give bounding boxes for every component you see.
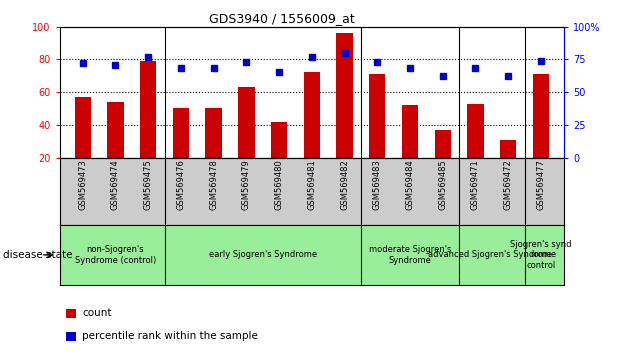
Bar <box>533 74 549 190</box>
Bar <box>74 97 91 190</box>
Text: GSM569477: GSM569477 <box>536 160 546 210</box>
Text: GSM569483: GSM569483 <box>373 160 382 210</box>
Bar <box>402 105 418 190</box>
Bar <box>140 61 156 190</box>
Text: disease state: disease state <box>3 250 72 260</box>
Text: GSM569471: GSM569471 <box>471 160 480 210</box>
Text: GSM569485: GSM569485 <box>438 160 447 210</box>
Bar <box>336 33 353 190</box>
Text: GSM569480: GSM569480 <box>275 160 284 210</box>
Bar <box>173 108 189 190</box>
Text: non-Sjogren's
Syndrome (control): non-Sjogren's Syndrome (control) <box>75 245 156 264</box>
Title: GDS3940 / 1556009_at: GDS3940 / 1556009_at <box>209 12 355 25</box>
Text: GSM569484: GSM569484 <box>406 160 415 210</box>
Text: count: count <box>82 308 112 318</box>
Text: GSM569473: GSM569473 <box>78 160 88 210</box>
Text: percentile rank within the sample: percentile rank within the sample <box>82 331 258 341</box>
Bar <box>238 87 255 190</box>
Bar <box>369 74 386 190</box>
Text: GSM569472: GSM569472 <box>504 160 513 210</box>
Bar <box>271 121 287 190</box>
Text: moderate Sjogren's
Syndrome: moderate Sjogren's Syndrome <box>369 245 451 264</box>
Text: GSM569476: GSM569476 <box>176 160 185 210</box>
Text: GSM569478: GSM569478 <box>209 160 218 210</box>
Bar <box>107 102 123 190</box>
Bar <box>304 73 320 190</box>
Text: GSM569475: GSM569475 <box>144 160 152 210</box>
Text: GSM569482: GSM569482 <box>340 160 349 210</box>
Text: GSM569474: GSM569474 <box>111 160 120 210</box>
Bar <box>205 108 222 190</box>
Text: early Sjogren's Syndrome: early Sjogren's Syndrome <box>209 250 317 259</box>
Bar <box>467 103 484 190</box>
Text: Sjogren's synd
rome
control: Sjogren's synd rome control <box>510 240 571 270</box>
Text: advanced Sjogren's Syndrome: advanced Sjogren's Syndrome <box>428 250 556 259</box>
Text: GSM569481: GSM569481 <box>307 160 316 210</box>
Text: GSM569479: GSM569479 <box>242 160 251 210</box>
Bar <box>435 130 451 190</box>
Bar <box>500 139 517 190</box>
